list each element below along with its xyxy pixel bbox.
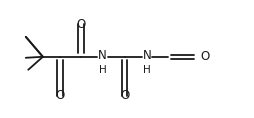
Text: N: N <box>142 49 151 62</box>
Text: H: H <box>99 65 106 75</box>
Text: N: N <box>98 49 107 62</box>
Text: O: O <box>201 50 210 63</box>
Text: O: O <box>76 18 85 31</box>
Text: O: O <box>120 89 129 102</box>
Text: O: O <box>55 89 65 102</box>
Text: H: H <box>143 65 151 75</box>
